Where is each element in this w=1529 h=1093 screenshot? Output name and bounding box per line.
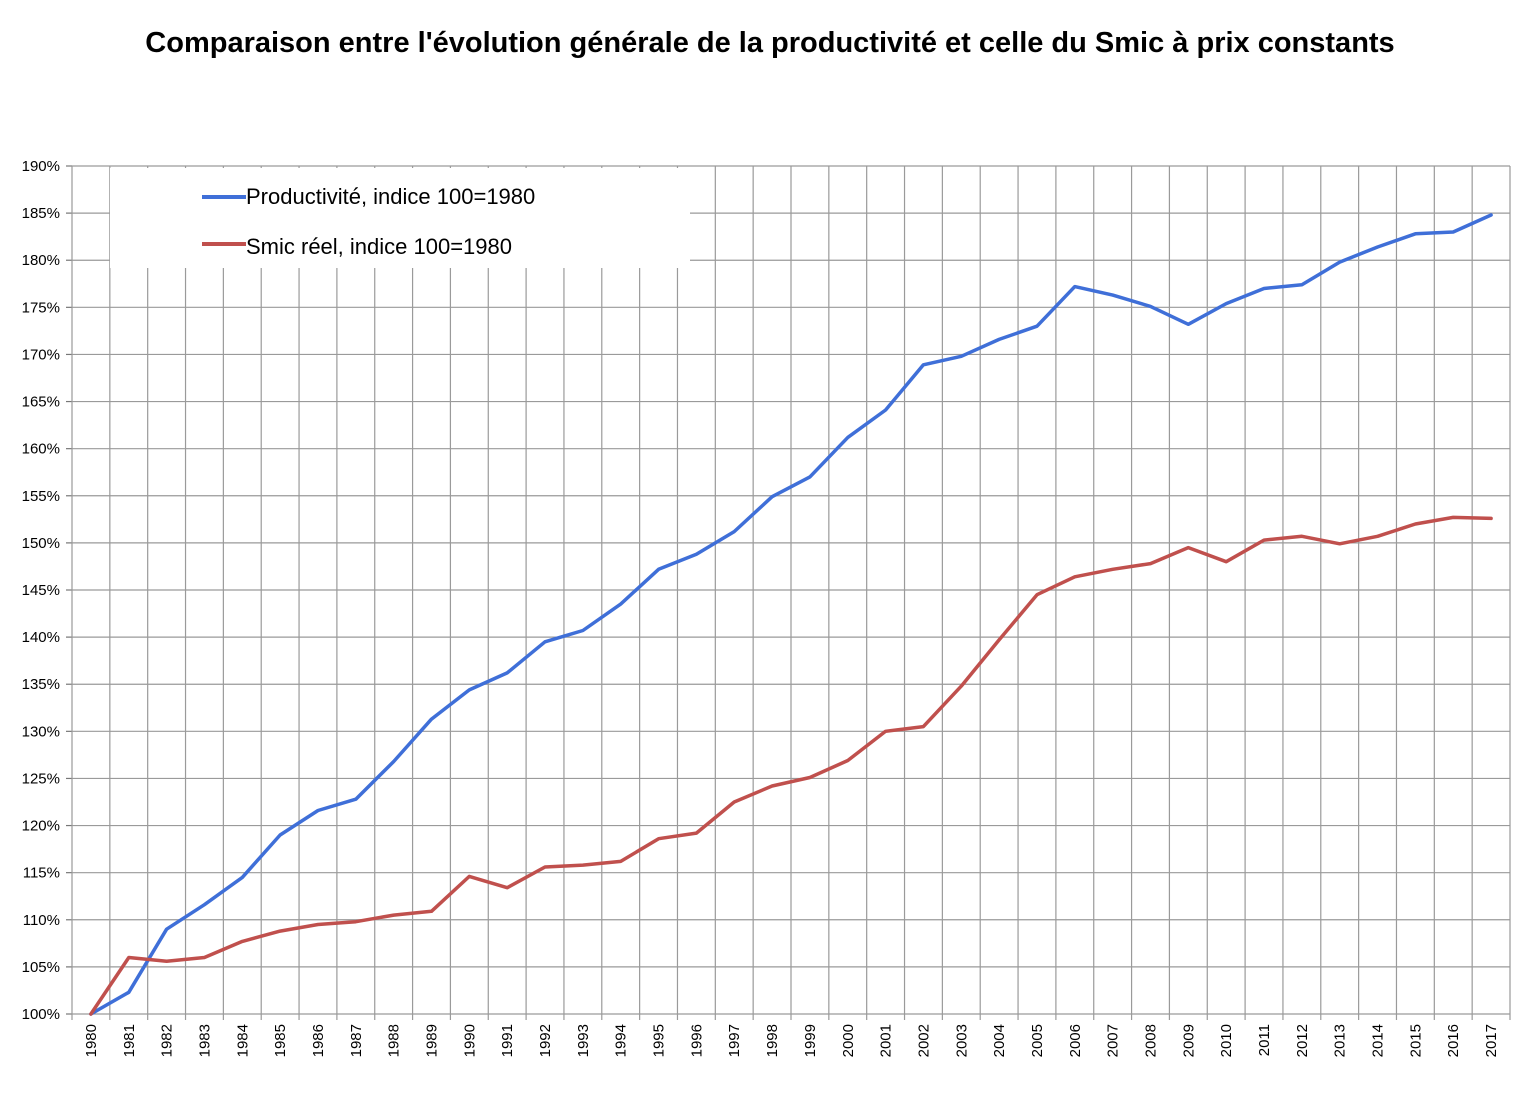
x-tick-label: 2002 xyxy=(915,1024,932,1057)
legend-box xyxy=(110,168,690,268)
y-tick-label: 190% xyxy=(22,158,60,175)
x-tick-label: 1997 xyxy=(726,1024,743,1057)
series-lines xyxy=(89,213,1493,1016)
x-tick-label: 1990 xyxy=(461,1024,478,1057)
x-tick-label: 2017 xyxy=(1483,1024,1500,1057)
x-tick-label: 2004 xyxy=(991,1024,1008,1057)
x-tick-label: 1993 xyxy=(575,1024,592,1057)
series-line-productivite xyxy=(89,213,1493,1016)
y-tick-label: 140% xyxy=(22,629,60,646)
y-tick-label: 170% xyxy=(22,346,60,363)
y-tick-label: 165% xyxy=(22,394,60,411)
x-tick-label: 2003 xyxy=(953,1024,970,1057)
x-tick-label: 2009 xyxy=(1180,1024,1197,1057)
y-tick-label: 150% xyxy=(22,535,60,552)
x-tick-label: 1984 xyxy=(234,1024,251,1057)
y-tick-label: 175% xyxy=(22,299,60,316)
y-tick-label: 180% xyxy=(22,252,60,269)
y-tick-label: 105% xyxy=(22,959,60,976)
x-tick-label: 2000 xyxy=(840,1024,857,1057)
x-tick-label: 2010 xyxy=(1218,1024,1235,1057)
y-tick-label: 155% xyxy=(22,488,60,505)
x-tick-label: 2005 xyxy=(1029,1024,1046,1057)
series-line-smic xyxy=(89,515,1493,1016)
legend: Productivité, indice 100=1980 Smic réel,… xyxy=(110,168,690,268)
y-tick-label: 135% xyxy=(22,676,60,693)
x-tick-label: 2012 xyxy=(1294,1024,1311,1057)
x-tick-label: 1996 xyxy=(688,1024,705,1057)
y-tick-label: 125% xyxy=(22,770,60,787)
x-tick-label: 2001 xyxy=(878,1024,895,1057)
y-tick-label: 115% xyxy=(23,865,60,882)
x-tick-label: 1991 xyxy=(499,1024,516,1057)
y-tick-label: 100% xyxy=(22,1006,60,1023)
x-tick-label: 1986 xyxy=(310,1024,327,1057)
x-tick-label: 1988 xyxy=(386,1024,403,1057)
x-tick-label: 1989 xyxy=(424,1024,441,1057)
x-tick-label: 2015 xyxy=(1407,1024,1424,1057)
x-tick-label: 2016 xyxy=(1445,1024,1462,1057)
x-tick-label: 1994 xyxy=(613,1024,630,1057)
x-tick-label: 1992 xyxy=(537,1024,554,1057)
x-tick-label: 1999 xyxy=(802,1024,819,1057)
x-tick-label: 2008 xyxy=(1143,1024,1160,1057)
x-tick-label: 1995 xyxy=(651,1024,668,1057)
chart-title: Comparaison entre l'évolution générale d… xyxy=(145,27,1395,59)
x-tick-label: 1998 xyxy=(764,1024,781,1057)
x-axis-ticks: 1980 1981 1982 1983 1984 1985 1986 1987 1988 1989… xyxy=(83,1024,1500,1057)
x-tick-label: 2007 xyxy=(1105,1024,1122,1057)
x-tick-label: 2006 xyxy=(1067,1024,1084,1057)
x-tick-label: 1985 xyxy=(272,1024,289,1057)
x-tick-label: 2013 xyxy=(1332,1024,1349,1057)
y-tick-label: 145% xyxy=(22,582,60,599)
y-tick-label: 185% xyxy=(22,205,60,222)
x-tick-label: 1982 xyxy=(159,1024,176,1057)
legend-label-productivite: Productivité, indice 100=1980 xyxy=(246,184,535,209)
x-tick-label: 2011 xyxy=(1256,1024,1273,1056)
grid xyxy=(66,165,1511,1020)
x-tick-label: 1980 xyxy=(83,1024,100,1057)
x-tick-label: 1983 xyxy=(196,1024,213,1057)
y-tick-label: 130% xyxy=(22,723,60,740)
y-tick-label: 110% xyxy=(23,912,60,929)
x-tick-label: 1981 xyxy=(121,1024,138,1057)
x-tick-label: 2014 xyxy=(1370,1024,1387,1057)
y-axis-ticks: 100% 105% 110% 115% 120% 125% 130% 135% 140% 145%… xyxy=(22,158,60,1023)
y-tick-label: 160% xyxy=(22,441,60,458)
x-tick-label: 1987 xyxy=(348,1024,365,1057)
legend-label-smic: Smic réel, indice 100=1980 xyxy=(246,234,512,259)
y-tick-label: 120% xyxy=(22,818,60,835)
